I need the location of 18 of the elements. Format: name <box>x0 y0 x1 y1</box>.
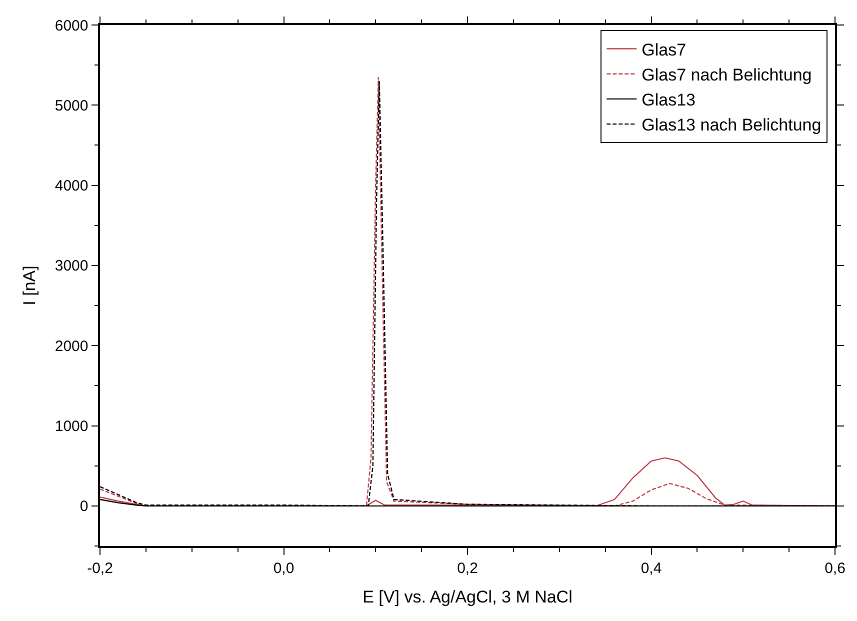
legend-label: Glas13 <box>642 90 696 110</box>
x-tick-label: 0,2 <box>457 560 478 577</box>
legend-label: Glas7 <box>642 40 686 60</box>
legend-label: Glas13 nach Belichtung <box>642 116 822 135</box>
y-tick-label: 6000 <box>54 17 88 34</box>
y-tick-label: 4000 <box>54 178 88 195</box>
x-tick-label: 0,6 <box>824 560 846 577</box>
y-axis-title: I [nA] <box>20 266 39 306</box>
y-tick-label: 5000 <box>54 97 88 114</box>
legend-label: Glas7 nach Belichtung <box>642 65 812 84</box>
x-tick-label: 0,4 <box>640 560 662 577</box>
x-axis-title: E [V] vs. Ag/AgCl, 3 M NaCl <box>362 588 572 607</box>
y-tick-label: 3000 <box>54 258 88 275</box>
y-tick-label: 1000 <box>54 418 88 436</box>
x-tick-label: 0,0 <box>273 560 294 577</box>
y-tick-label: 2000 <box>54 338 88 355</box>
x-tick-label: -0,2 <box>87 560 113 577</box>
y-tick-label: 0 <box>80 498 88 516</box>
